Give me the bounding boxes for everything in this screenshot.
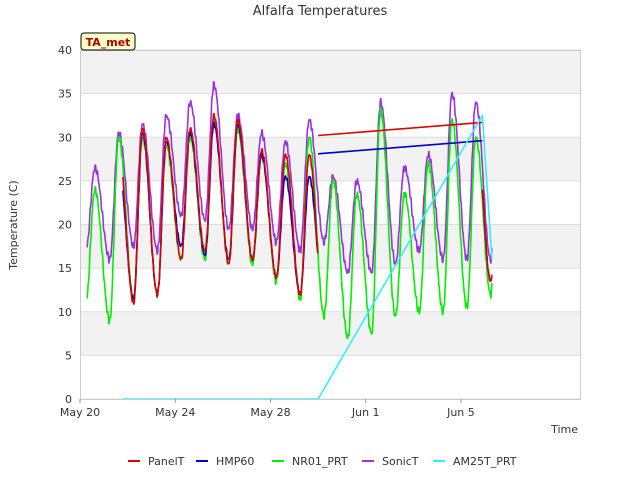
y-tick-label: 30	[58, 131, 72, 144]
y-tick-label: 35	[58, 88, 72, 101]
series-line-sonict	[86, 81, 493, 274]
x-axis-label: Time	[550, 423, 578, 436]
site-tag-label: TA_met	[86, 36, 131, 49]
series-line-panelt	[122, 112, 319, 305]
site-tag: TA_met	[80, 32, 136, 51]
x-tick-label: May 24	[155, 406, 195, 419]
x-tick-label: May 20	[60, 406, 100, 419]
chart-title: Alfalfa Temperatures	[253, 4, 388, 19]
y-tick-label: 0	[65, 393, 72, 406]
x-tick-label: Jun 1	[351, 406, 380, 419]
legend-label: AM25T_PRT	[453, 455, 517, 468]
x-tick-label: May 28	[250, 406, 290, 419]
legend: PanelT HMP60 NR01_PRT SonicT AM25T_PRT	[128, 455, 517, 468]
y-axis-label: Temperature (C)	[7, 180, 20, 270]
series-line-panelt-gap	[318, 121, 483, 137]
y-tick-label: 10	[58, 306, 72, 319]
grid-band	[80, 50, 580, 94]
y-tick-label: 40	[58, 44, 72, 57]
legend-label: HMP60	[216, 455, 254, 468]
site-tag-box	[80, 32, 136, 51]
series-line-panelt-tail	[481, 189, 493, 282]
y-tick-label: 15	[58, 262, 72, 275]
y-tick-label: 20	[58, 219, 72, 232]
y-tick-label: 25	[58, 175, 72, 188]
legend-label: PanelT	[148, 455, 185, 468]
x-tick-label: Jun 5	[446, 406, 475, 419]
legend-label: NR01_PRT	[292, 455, 348, 468]
grid-band	[80, 137, 580, 181]
legend-label: SonicT	[382, 455, 419, 468]
grid-band	[80, 311, 580, 356]
y-axis: 0 5 10 15 20 25 30 35 40	[58, 44, 72, 406]
series-line-hmp60-gap	[318, 139, 483, 155]
x-axis: May 20 May 24 May 28 Jun 1 Jun 5	[60, 399, 475, 419]
plot-frame	[80, 50, 581, 400]
plot-background	[80, 49, 580, 400]
y-tick-label: 5	[65, 349, 72, 362]
